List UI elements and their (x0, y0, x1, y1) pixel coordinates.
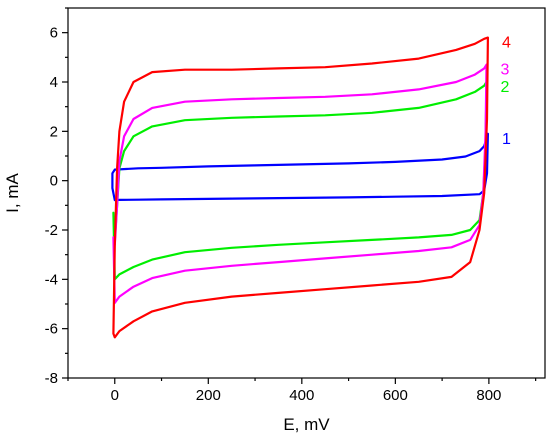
series-1-curve (111, 132, 489, 202)
series-4-curve (112, 36, 489, 339)
y-tick-label: 2 (50, 123, 58, 140)
y-tick-label: -6 (45, 321, 58, 338)
series-1-label: 1 (502, 131, 511, 148)
x-tick-label: 800 (476, 387, 501, 404)
x-axis-title: E, mV (283, 415, 330, 434)
plot-frame (67, 7, 546, 379)
x-tick-label: 0 (111, 387, 119, 404)
series-4-label: 4 (502, 35, 511, 52)
series-3-curve (112, 63, 488, 304)
y-axis-title: I, mA (3, 173, 22, 213)
ticks-layer (62, 7, 537, 384)
y-tick-label: 0 (50, 173, 58, 190)
x-tick-label: 200 (196, 387, 221, 404)
series-2-label: 2 (501, 79, 510, 96)
x-tick-label: 600 (383, 387, 408, 404)
series-3-label: 3 (501, 62, 510, 79)
y-tick-label: -8 (45, 370, 58, 387)
y-tick-label: 4 (50, 74, 58, 91)
y-tick-label: 6 (50, 25, 58, 42)
series-layer (111, 36, 489, 339)
y-tick-label: -4 (45, 271, 58, 288)
y-tick-label: -2 (45, 222, 58, 239)
x-tick-label: 400 (289, 387, 314, 404)
